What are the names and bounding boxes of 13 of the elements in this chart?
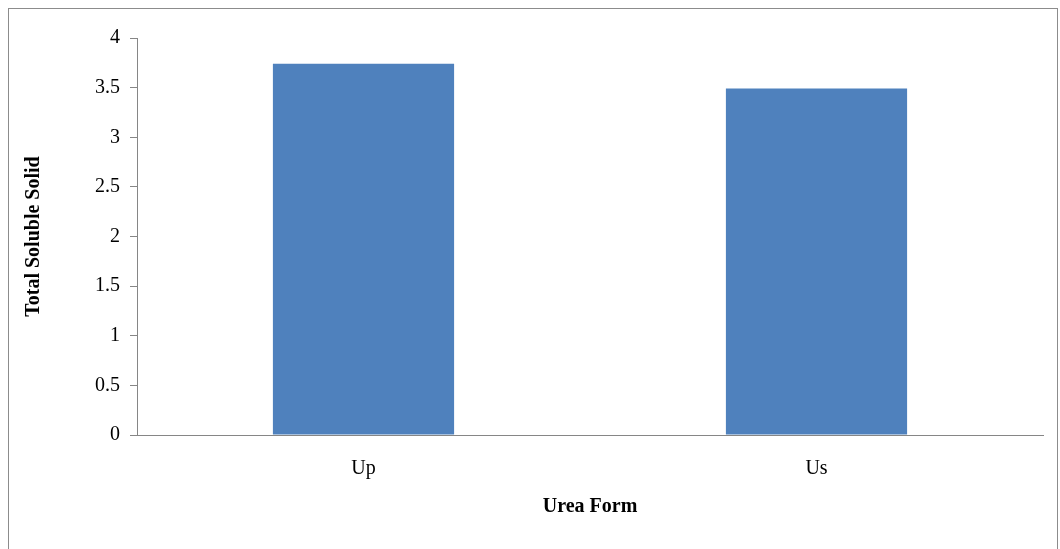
y-tick-label: 2.5 xyxy=(95,174,120,197)
y-tick-label: 4 xyxy=(110,25,120,48)
y-tick-label: 0.5 xyxy=(95,372,120,395)
y-tick-label: 0 xyxy=(110,422,120,445)
y-tick-label: 1 xyxy=(110,323,120,345)
x-tick-label: Up xyxy=(351,456,376,480)
y-tick-label: 2 xyxy=(110,223,120,246)
x-tick-label: Us xyxy=(805,456,828,479)
y-axis-title: Total Soluble Solid xyxy=(21,156,44,317)
y-tick-label: 3 xyxy=(110,124,120,147)
x-axis-title: Urea Form xyxy=(542,494,638,517)
y-tick-label: 3.5 xyxy=(95,74,120,97)
y-tick-label: 1.5 xyxy=(95,273,120,296)
